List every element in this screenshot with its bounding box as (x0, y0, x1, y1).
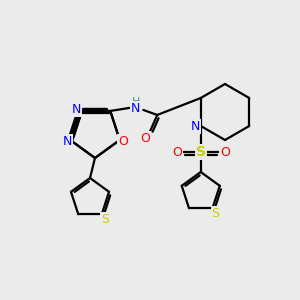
Text: O: O (118, 134, 128, 148)
Text: N: N (130, 103, 140, 116)
Text: O: O (140, 133, 150, 146)
Text: O: O (220, 146, 230, 158)
Text: H: H (132, 97, 140, 107)
Text: S: S (196, 145, 206, 159)
Text: N: N (72, 103, 81, 116)
Text: S: S (212, 207, 220, 220)
Text: S: S (101, 213, 109, 226)
Text: N: N (191, 119, 200, 133)
Text: O: O (172, 146, 182, 158)
Text: N: N (63, 134, 72, 148)
